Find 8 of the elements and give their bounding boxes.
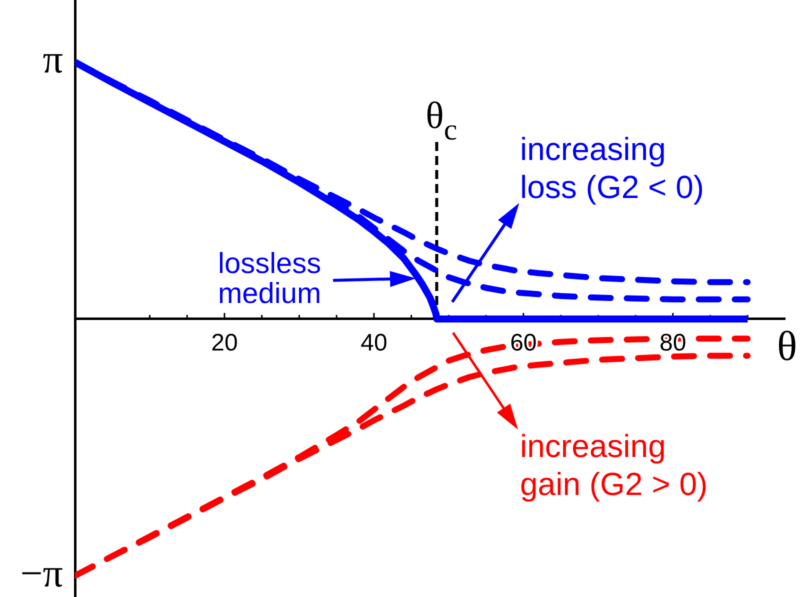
annotation: increasing loss (G2 < 0) bbox=[520, 131, 704, 205]
x-tick-label: 20 bbox=[211, 330, 238, 357]
y-tick-label: −π bbox=[20, 550, 63, 596]
y-tick-label: π bbox=[42, 36, 63, 82]
x-tick-label: 40 bbox=[360, 330, 388, 357]
annotation: increasing gain (G2 > 0) bbox=[520, 428, 708, 502]
x-axis-title: θ bbox=[777, 324, 798, 370]
annotation: lossless medium bbox=[218, 248, 322, 310]
